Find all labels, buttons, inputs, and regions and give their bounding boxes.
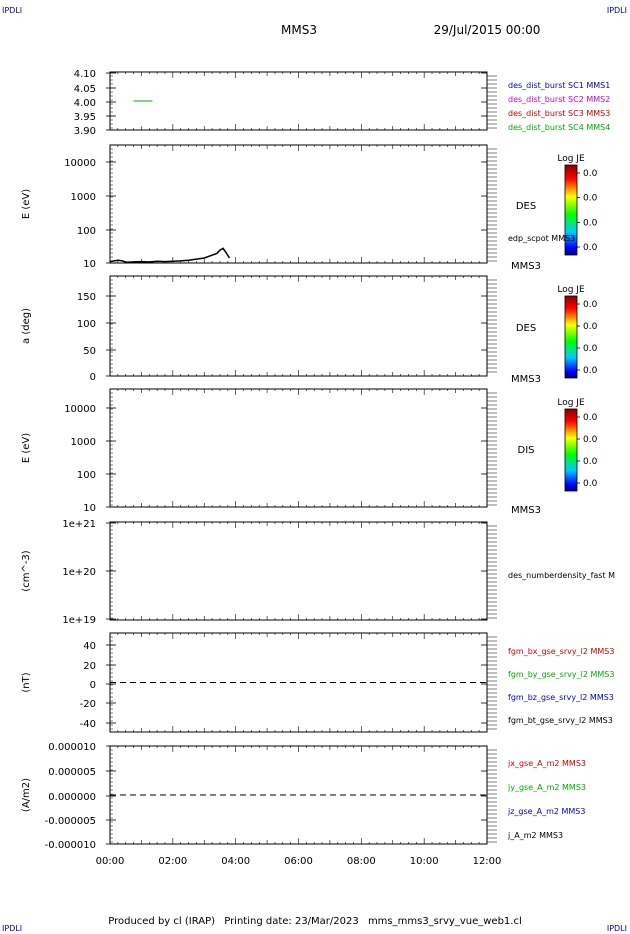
y-tick-label: 0 (90, 372, 96, 383)
y-tick-label: 3.95 (74, 112, 96, 123)
x-tick-label: 10:00 (410, 856, 439, 867)
y-tick-label: 10000 (64, 404, 96, 415)
corner-label-bottom-right: IPDLI (607, 924, 627, 933)
availability-frame (109, 71, 488, 131)
legend-entry: des_dist_burst SC3 MMS3 (508, 109, 610, 118)
y-axis-label: (nT) (21, 672, 32, 692)
y-tick-label: 100 (77, 226, 96, 237)
colorbar-tick-label: 0.0 (583, 243, 598, 253)
y-tick-label: 4.10 (74, 69, 96, 80)
y-axis-label: (cm^-3) (21, 550, 32, 591)
colorbar-tick-label: 0.0 (583, 366, 598, 376)
y-tick-label: 1e+20 (62, 567, 96, 578)
y-tick-label: 10 (83, 503, 96, 514)
panel-stack: 4.10 4.05 4.00 3.95 3.90 des_dist_burst SC1 M… (21, 69, 615, 867)
scpot-overlay-line (109, 247, 231, 264)
des-pitch-frame (109, 275, 488, 377)
x-tick-label: 08:00 (347, 856, 376, 867)
plot-datetime: 29/Jul/2015 00:00 (434, 23, 541, 37)
x-tick-label: 12:00 (473, 856, 502, 867)
colorbar-tick-label: 0.0 (583, 169, 598, 179)
printing-date: Printing date: 23/Mar/2023 (224, 916, 359, 927)
colorbar-tick-label: 0.0 (583, 479, 598, 489)
y-tick-label: 1e+21 (62, 519, 96, 530)
overlay-legend: edp_scpot MMS3 (508, 234, 575, 243)
colorbar-tick-label: 0.0 (583, 344, 598, 354)
script-name: mms_mms3_srvy_vue_web1.cl (367, 916, 522, 927)
legend-entry: jy_gse_A_m2 MMS3 (507, 783, 586, 792)
y-tick-label: -40 (80, 719, 96, 730)
colorbar-tick-label: 0.0 (583, 322, 598, 332)
colorbar (564, 295, 578, 379)
y-tick-label: 50 (83, 346, 96, 357)
y-tick-label: 4.05 (74, 84, 96, 95)
spacecraft-label: MMS3 (511, 374, 541, 385)
y-tick-label: 10000 (64, 158, 96, 169)
colorbar-tick-label: 0.0 (583, 218, 598, 228)
y-axis-label: E (eV) (21, 433, 32, 463)
legend-entry: des_dist_burst SC2 MMS2 (508, 95, 610, 104)
y-tick-label: 1000 (71, 192, 96, 203)
y-tick-label: -0.000005 (45, 816, 96, 827)
legend-entry: j_A_m2 MMS3 (507, 831, 563, 840)
y-tick-label: 1000 (71, 437, 96, 448)
colorbar-tick-label: 0.0 (583, 457, 598, 467)
y-tick-label: 0 (90, 680, 96, 691)
y-tick-label: 0.000005 (48, 767, 96, 778)
colorbar-tick-label: 0.0 (583, 413, 598, 423)
instrument-label: DES (516, 201, 536, 212)
y-tick-label: 100 (77, 470, 96, 481)
legend-entry: fgm_bz_gse_srvy_l2 MMS3 (508, 693, 614, 702)
colorbar-title: Log JE (557, 285, 585, 295)
y-axis-label: (A/m2) (21, 778, 32, 812)
y-tick-label: 1e+19 (62, 615, 96, 626)
instrument-label: DIS (518, 445, 535, 456)
spacecraft-label: MMS3 (511, 261, 541, 272)
y-tick-label: 10 (83, 259, 96, 270)
y-tick-label: 4.00 (74, 98, 96, 109)
spacecraft-label: MMS3 (511, 505, 541, 516)
plot-footer: Produced by cl (IRAP) Printing date: 23/… (0, 916, 630, 927)
y-tick-label: 0.000000 (48, 792, 96, 803)
corner-label-top-left: IPDLI (2, 6, 22, 15)
legend-entry: des_dist_burst SC4 MMS4 (508, 123, 610, 132)
legend-entry: jz_gse_A_m2 MMS3 (507, 807, 585, 816)
colorbar (564, 408, 578, 492)
y-tick-label: 20 (83, 661, 96, 672)
y-tick-label: -0.000010 (45, 840, 96, 851)
colorbar (564, 164, 578, 256)
x-tick-label: 04:00 (221, 856, 250, 867)
y-tick-label: 40 (83, 641, 96, 652)
density-frame (109, 521, 488, 621)
x-tick-label: 00:00 (96, 856, 125, 867)
y-tick-label: 150 (77, 292, 96, 303)
instrument-label: DES (516, 323, 536, 334)
corner-label-bottom-left: IPDLI (2, 924, 22, 933)
produced-by: Produced by cl (IRAP) (108, 916, 216, 927)
legend-entry: fgm_bt_gse_srvy_l2 MMS3 (508, 716, 613, 725)
colorbar-tick-label: 0.0 (583, 435, 598, 445)
x-tick-label: 02:00 (158, 856, 187, 867)
colorbar-tick-label: 0.0 (583, 300, 598, 310)
legend-entry: jx_gse_A_m2 MMS3 (507, 759, 586, 768)
colorbar-title: Log JE (557, 154, 585, 164)
y-axis-label: E (eV) (21, 189, 32, 219)
y-tick-label: -20 (80, 699, 96, 710)
legend-entry: fgm_by_gse_srvy_l2 MMS3 (508, 670, 614, 679)
des-energy-frame (109, 144, 488, 264)
y-axis-label: a (deg) (21, 308, 32, 344)
spacecraft-title: MMS3 (281, 23, 317, 37)
legend-entry: des_numberdensity_fast M (508, 571, 615, 580)
x-tick-label: 06:00 (284, 856, 313, 867)
legend-entry: fgm_bx_gse_srvy_l2 MMS3 (508, 647, 614, 656)
colorbar-tick-label: 0.0 (583, 194, 598, 204)
dis-energy-frame (109, 388, 488, 508)
legend-entry: des_dist_burst SC1 MMS1 (508, 81, 610, 90)
y-tick-label: 100 (77, 319, 96, 330)
y-tick-label: 3.90 (74, 126, 96, 137)
colorbar-title: Log JE (557, 398, 585, 408)
y-tick-label: 0.000010 (48, 742, 96, 753)
corner-label-top-right: IPDLI (607, 6, 627, 15)
